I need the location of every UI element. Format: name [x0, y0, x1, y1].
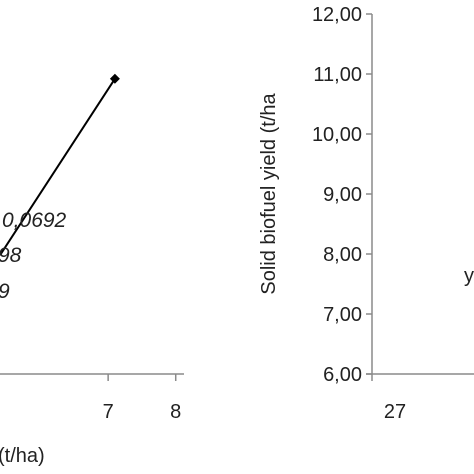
left-x-tick-label: 7	[103, 401, 114, 423]
right-y-tick-label: 12,00	[312, 4, 362, 26]
right-y-tick-label: 6,00	[323, 364, 362, 386]
annotation-equation: 0,0692	[2, 209, 67, 232]
right-x-tick-label: 27	[384, 401, 406, 423]
right-y-axis-label: Solid biofuel yield (t/ha	[258, 93, 280, 295]
right-y-tick-label: 10,00	[312, 124, 362, 146]
left-x-axis-label: (t/ha)	[0, 445, 45, 467]
data-point-diamond	[109, 73, 120, 84]
right-y-tick-label: 8,00	[323, 244, 362, 266]
right-annotation: y	[464, 265, 474, 287]
right-x-ticks: 27	[371, 374, 406, 423]
left-series	[0, 73, 120, 256]
annotation-r2: 98	[0, 244, 22, 267]
left-chart-panel: 78 0,0692 98 9 (t/ha)	[0, 73, 184, 467]
right-chart-panel: 12,00 11,00 10,00 9,00 8,00 7,00 6,00 27 Solid…	[258, 4, 474, 423]
right-y-ticks: 12,00 11,00 10,00 9,00 8,00 7,00 6,00	[312, 4, 372, 386]
right-y-tick-label: 9,00	[323, 184, 362, 206]
trend-line	[0, 78, 116, 256]
annotation-n: 9	[0, 280, 10, 303]
right-y-tick-label: 11,00	[313, 64, 362, 86]
right-y-tick-label: 7,00	[323, 304, 362, 326]
left-x-tick-label: 8	[170, 401, 181, 423]
